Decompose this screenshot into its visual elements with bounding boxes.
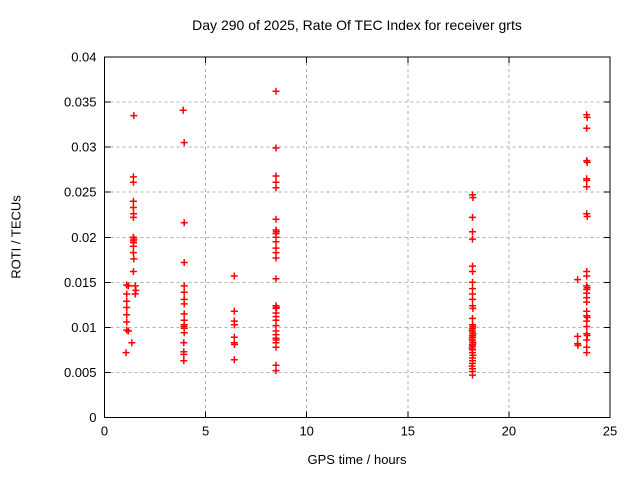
x-axis-label: GPS time / hours (307, 452, 407, 467)
y-tick-label: 0.04 (71, 50, 96, 65)
x-tick-label: 5 (202, 424, 209, 439)
y-tick-label: 0.02 (71, 230, 96, 245)
y-tick-label: 0.03 (71, 140, 96, 155)
x-tick-label: 15 (401, 424, 415, 439)
y-tick-label: 0 (89, 410, 96, 425)
y-tick-label: 0.005 (64, 365, 97, 380)
y-tick-label: 0.01 (71, 320, 96, 335)
y-tick-label: 0.015 (64, 275, 97, 290)
y-tick-label: 0.035 (64, 95, 97, 110)
x-tick-label: 25 (603, 424, 617, 439)
y-tick-label: 0.025 (64, 185, 97, 200)
data-points-ROTI (122, 87, 591, 379)
x-tick-label: 20 (502, 424, 516, 439)
x-tick-label: 10 (299, 424, 313, 439)
chart-title: Day 290 of 2025, Rate Of TEC Index for r… (192, 17, 522, 33)
x-tick-label: 0 (101, 424, 108, 439)
